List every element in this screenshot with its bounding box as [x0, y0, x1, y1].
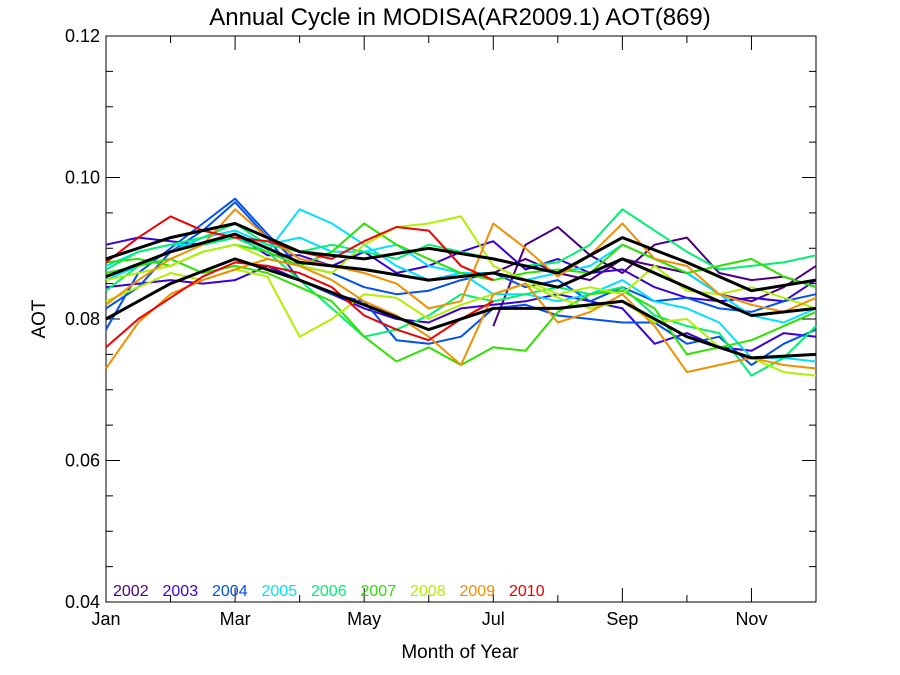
legend-entry-2004: 2004: [212, 583, 248, 600]
x-tick-label: Jul: [482, 609, 505, 629]
series-line-2004: [105, 197, 817, 331]
y-tick-label: 0.12: [65, 26, 100, 46]
series-line-2010: [105, 261, 494, 349]
series-line-2009: [105, 257, 817, 374]
series-line-2002: [492, 226, 817, 327]
legend-entry-2008: 2008: [410, 583, 446, 600]
series-line-2006: [105, 236, 817, 377]
legend-entry-2002: 2002: [113, 583, 149, 600]
series-line-2007: [105, 257, 817, 366]
x-tick-label: Jan: [91, 609, 120, 629]
series-line-2003: [105, 264, 817, 352]
axis-ticks: [105, 35, 817, 603]
legend-entry-2006: 2006: [311, 583, 347, 600]
series-line-2006: [105, 208, 817, 271]
series-line-black-19: [105, 232, 817, 317]
series-line-black-18: [105, 222, 817, 293]
series-line-2009: [105, 208, 817, 313]
x-tick-label: Sep: [606, 609, 638, 629]
series-lines: [105, 197, 817, 377]
x-tick-label: May: [347, 609, 381, 629]
y-tick-label: 0.08: [65, 309, 100, 329]
legend-entry-2010: 2010: [509, 583, 545, 600]
x-axis-label: Month of Year: [401, 642, 519, 663]
axis-tick-labels: Jan Mar May Jul Sep Nov 0.04 0.06 0.08 0.10 0.12: [65, 26, 768, 629]
y-tick-label: 0.06: [65, 451, 100, 471]
legend-entry-2005: 2005: [262, 583, 298, 600]
y-axis-label: AOT: [29, 299, 50, 338]
legend-entry-2007: 2007: [361, 583, 397, 600]
series-line-black-20: [105, 257, 817, 360]
series-line-2004: [105, 201, 817, 366]
legend-entry-2009: 2009: [460, 583, 496, 600]
y-tick-label: 0.04: [65, 592, 100, 612]
x-tick-label: Mar: [220, 609, 251, 629]
x-tick-label: Nov: [735, 609, 767, 629]
legend: 2002 2003 2004 2005 2006 2007 2008 2009 2010: [113, 583, 545, 600]
legend-entry-2003: 2003: [163, 583, 199, 600]
y-tick-label: 0.10: [65, 168, 100, 188]
chart-title: Annual Cycle in MODISA(AR2009.1) AOT(869…: [209, 4, 711, 31]
